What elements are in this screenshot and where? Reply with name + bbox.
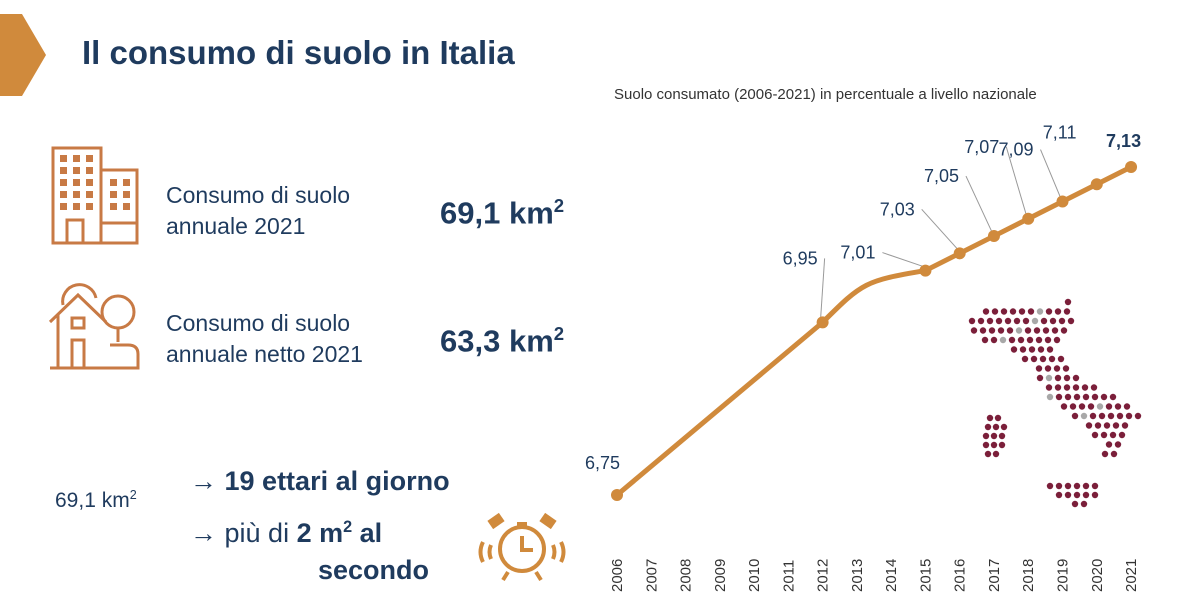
x-tick-2018: 2018	[1020, 559, 1037, 592]
series-line	[615, 164, 1133, 497]
data-label-2017: 7,05	[924, 166, 959, 186]
x-tick-2016: 2016	[952, 559, 969, 592]
x-tick-2008: 2008	[678, 559, 695, 592]
stat-value-annual: 69,1 km2	[440, 195, 565, 231]
data-point-2018	[1022, 212, 1035, 225]
x-tick-2011: 2011	[780, 560, 797, 592]
data-point-2021	[1125, 161, 1138, 173]
stat-label-annual: Consumo di suolo annuale 2021	[166, 182, 351, 239]
x-tick-2015: 2015	[917, 559, 934, 592]
data-label-2016: 7,03	[880, 199, 915, 219]
leader-line	[882, 252, 924, 268]
data-point-2020	[1090, 178, 1103, 191]
data-label-2019: 7,09	[999, 140, 1034, 160]
leader-line	[820, 258, 826, 319]
alarm-clock-icon	[478, 512, 566, 582]
data-point-2017	[987, 230, 1000, 243]
x-tick-2020: 2020	[1089, 559, 1106, 592]
data-point-2015	[919, 264, 932, 277]
x-tick-2017: 2017	[986, 559, 1003, 592]
x-tick-2009: 2009	[712, 559, 729, 592]
m2-per-second: → più di 2 m2 al	[190, 518, 383, 548]
stat-label-net: Consumo di suolo annuale netto 2021	[166, 310, 363, 367]
x-tick-2014: 2014	[883, 559, 900, 592]
x-tick-2006: 2006	[609, 559, 626, 592]
data-point-2016	[953, 247, 966, 260]
data-label-2006: 6,75	[585, 453, 620, 473]
data-label-2018: 7,07	[964, 137, 999, 157]
x-tick-2019: 2019	[1055, 559, 1072, 592]
x-tick-2007: 2007	[643, 559, 660, 592]
data-point-2012	[816, 316, 829, 329]
leader-line	[921, 208, 959, 250]
stat-value-net: 63,3 km2	[440, 323, 565, 359]
base-value: 69,1 km2	[55, 488, 137, 512]
data-point-2019	[1056, 195, 1069, 208]
leader-line	[965, 175, 993, 233]
hectares-per-day: → 19 ettari al giorno	[190, 466, 450, 496]
x-tick-2010: 2010	[746, 559, 763, 592]
house-tree-icon	[48, 283, 140, 370]
leader-line	[1040, 149, 1061, 198]
m2-per-second-cont: secondo	[318, 555, 430, 585]
buildings-icon	[51, 146, 139, 245]
leader-line	[1005, 146, 1027, 215]
x-tick-2013: 2013	[849, 559, 866, 592]
page-title: Il consumo di suolo in Italia	[82, 34, 515, 71]
x-tick-2021: 2021	[1123, 559, 1140, 592]
chart-title: Suolo consumato (2006-2021) in percentua…	[614, 86, 1037, 103]
slide-marker-chevron	[0, 14, 46, 96]
data-label-2020: 7,11	[1043, 122, 1077, 142]
data-label-2015: 7,01	[840, 243, 875, 263]
x-tick-2012: 2012	[815, 559, 832, 592]
data-point-2006	[611, 489, 623, 501]
data-label-2021: 7,13	[1106, 131, 1141, 151]
italy-dot-map	[968, 298, 1142, 508]
data-label-2012: 6,95	[783, 248, 818, 268]
